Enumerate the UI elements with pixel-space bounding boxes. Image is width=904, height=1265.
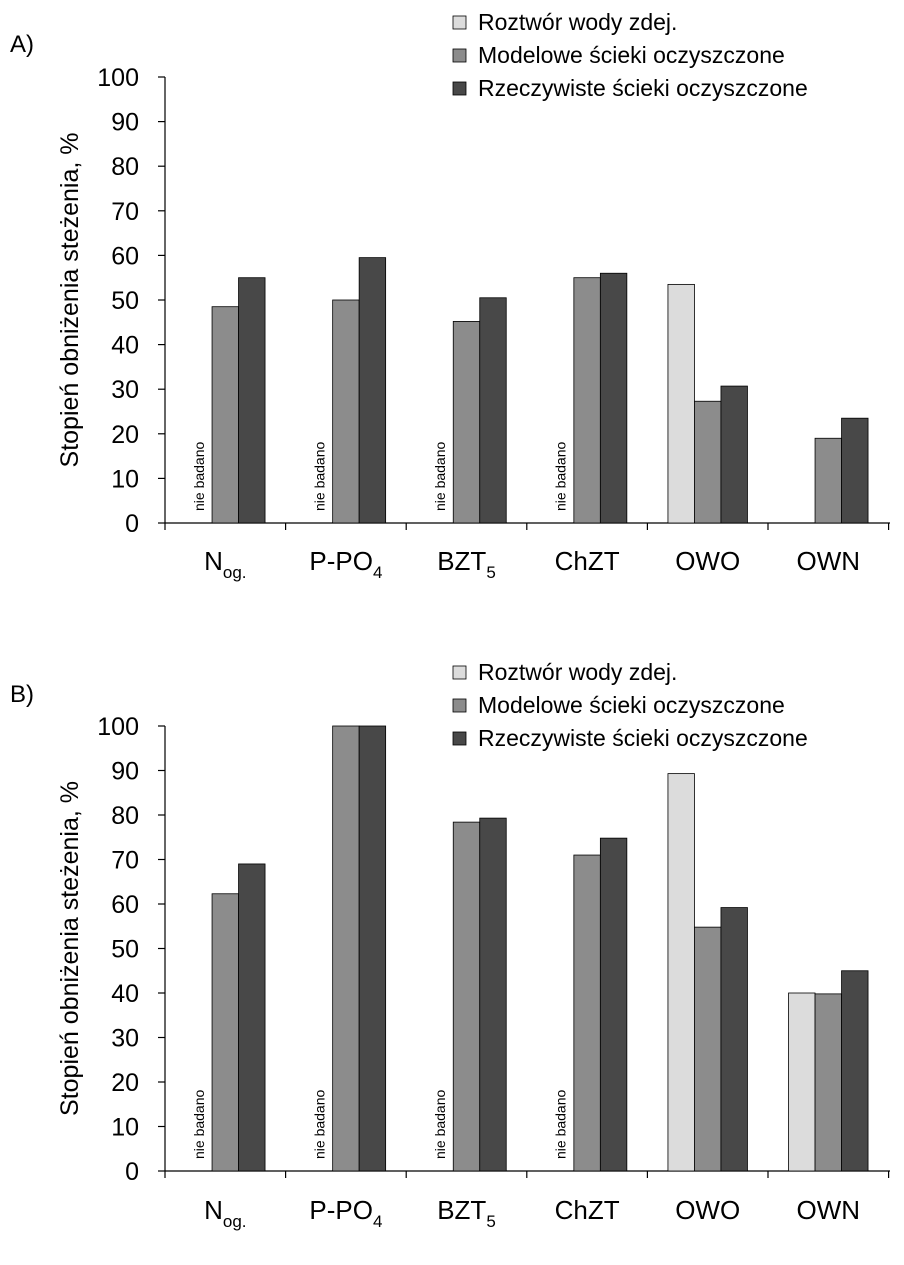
y-tick-label: 70 (111, 198, 139, 226)
x-category-label: BZT5 (437, 546, 496, 582)
bar (452, 321, 481, 524)
y-tick-label: 50 (111, 936, 139, 964)
not-tested-annotation: nie badano (191, 441, 207, 511)
y-tick-label: 10 (111, 465, 139, 493)
y-tick-label: 70 (111, 847, 139, 875)
y-tick-label: 50 (111, 287, 139, 315)
bar (479, 817, 507, 1172)
bar (358, 257, 387, 524)
y-tick-label: 20 (111, 1069, 139, 1097)
panel-label: B) (10, 681, 34, 708)
y-tick-label: 80 (111, 802, 139, 830)
bar (814, 437, 842, 524)
y-tick-label: 100 (97, 64, 139, 92)
bar (841, 970, 869, 1172)
legend-label: Roztwór wody zdej. (478, 9, 677, 35)
x-category-label: OWN (797, 1195, 861, 1225)
y-tick-label: 10 (111, 1114, 139, 1142)
bar (452, 821, 481, 1172)
not-tested-annotation: nie badano (553, 1089, 569, 1159)
bar (358, 725, 387, 1172)
legend-swatch (452, 698, 467, 713)
y-tick-label: 40 (111, 980, 139, 1008)
legend-label: Modelowe ścieki oczyszczone (478, 692, 785, 718)
bar (573, 854, 601, 1172)
bar (814, 993, 842, 1172)
y-tick-label: 0 (125, 510, 139, 538)
bar (694, 926, 722, 1172)
bar (211, 306, 239, 524)
y-axis-title: Stopień obniżenia steżenia, % (56, 781, 84, 1116)
x-category-subscript: 5 (486, 563, 495, 582)
bar (841, 417, 869, 524)
y-tick-label: 20 (111, 421, 139, 449)
bar (720, 907, 748, 1172)
bar (694, 400, 722, 524)
bar (238, 277, 266, 524)
x-category-label: P-PO4 (309, 546, 382, 582)
bar (332, 725, 360, 1172)
legend-label: Roztwór wody zdej. (478, 659, 677, 685)
legend-swatch (452, 81, 467, 96)
x-category-subscript: 4 (373, 1212, 382, 1231)
x-category-label: ChZT (555, 1195, 620, 1225)
x-category-label: ChZT (555, 546, 620, 576)
not-tested-annotation: nie badano (432, 1089, 448, 1159)
x-category-label: OWO (675, 546, 740, 576)
bar (599, 837, 628, 1172)
bar (332, 299, 360, 524)
legend-label: Rzeczywiste ścieki oczyszczone (478, 75, 808, 101)
x-category-subscript: 5 (486, 1212, 495, 1231)
x-category-label: OWO (675, 1195, 740, 1225)
y-axis-title: Stopień obniżenia steżenia, % (56, 133, 84, 468)
not-tested-annotation: nie badano (311, 441, 327, 511)
legend-swatch (452, 48, 467, 63)
x-category-subscript: og. (223, 563, 247, 582)
bar (479, 297, 507, 524)
bar (573, 277, 601, 524)
x-category-label: Nog. (204, 1195, 246, 1231)
y-tick-label: 60 (111, 242, 139, 270)
legend-swatch (452, 15, 467, 30)
legend-swatch (452, 731, 467, 746)
y-tick-label: 0 (125, 1158, 139, 1186)
legend-label: Modelowe ścieki oczyszczone (478, 42, 785, 68)
y-tick-label: 30 (111, 376, 139, 404)
x-category-label: OWN (797, 546, 861, 576)
x-category-subscript: 4 (373, 563, 382, 582)
bar (211, 893, 239, 1172)
bar (599, 272, 628, 524)
bar (667, 283, 695, 524)
y-tick-label: 80 (111, 153, 139, 181)
y-tick-label: 90 (111, 109, 139, 137)
bar (788, 992, 816, 1172)
not-tested-annotation: nie badano (553, 441, 569, 511)
not-tested-annotation: nie badano (432, 441, 448, 511)
y-tick-label: 30 (111, 1025, 139, 1053)
x-category-subscript: og. (223, 1212, 247, 1231)
not-tested-annotation: nie badano (311, 1089, 327, 1159)
legend-swatch (452, 665, 467, 680)
panel-label: A) (10, 31, 34, 58)
x-category-label: P-PO4 (309, 1195, 382, 1231)
bar (720, 385, 748, 524)
chart-panel-b: B) Stopień obniżenia steżenia, % 0 10 20 30 40… (10, 659, 890, 1231)
legend-label: Rzeczywiste ścieki oczyszczone (478, 725, 808, 751)
y-tick-label: 40 (111, 332, 139, 360)
x-category-label: BZT5 (437, 1195, 496, 1231)
y-tick-label: 100 (97, 713, 139, 741)
chart-panel-a: A) Stopień obniżenia steżenia, % 0 10 20 30 40… (10, 9, 890, 582)
x-category-label: Nog. (204, 546, 246, 582)
not-tested-annotation: nie badano (191, 1089, 207, 1159)
y-tick-label: 90 (111, 758, 139, 786)
bar (667, 773, 695, 1172)
y-tick-label: 60 (111, 891, 139, 919)
bar (238, 863, 266, 1172)
